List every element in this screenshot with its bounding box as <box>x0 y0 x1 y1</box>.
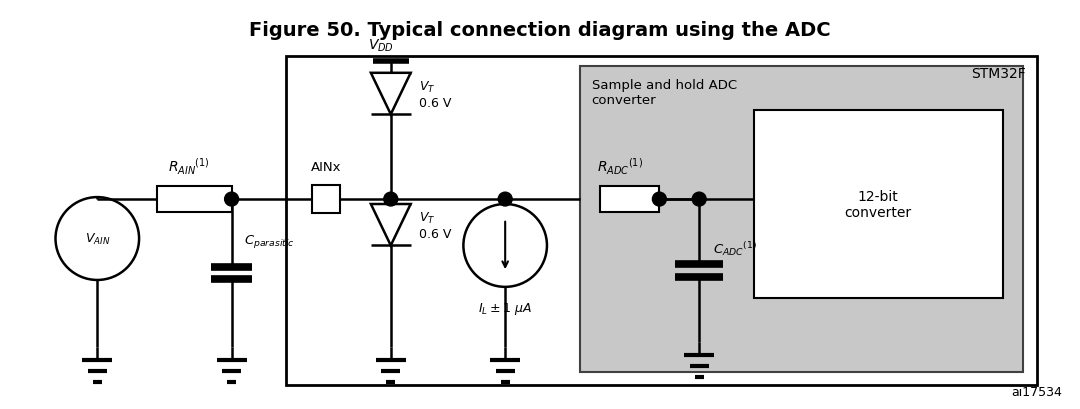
Text: $I_L\pm1\ \mu A$: $I_L\pm1\ \mu A$ <box>478 300 532 316</box>
Circle shape <box>55 198 139 280</box>
Circle shape <box>383 193 397 207</box>
Polygon shape <box>370 74 410 115</box>
Bar <box>286 57 1038 384</box>
Text: $C_{parasitic}$: $C_{parasitic}$ <box>243 232 295 249</box>
Text: $C_{ADC}{}^{(1)}$: $C_{ADC}{}^{(1)}$ <box>713 240 757 258</box>
Text: 12-bit
converter: 12-bit converter <box>845 189 912 220</box>
Text: Sample and hold ADC
converter: Sample and hold ADC converter <box>592 79 737 106</box>
Text: STM32F: STM32F <box>971 67 1026 81</box>
Text: $V_T$
0.6 V: $V_T$ 0.6 V <box>419 210 451 240</box>
Text: $V_{AIN}$: $V_{AIN}$ <box>84 231 110 247</box>
Text: $R_{ADC}{}^{(1)}$: $R_{ADC}{}^{(1)}$ <box>596 157 643 177</box>
Text: $V_T$
0.6 V: $V_T$ 0.6 V <box>419 79 451 109</box>
Circle shape <box>652 193 666 207</box>
Text: ai17534: ai17534 <box>1012 385 1063 398</box>
Polygon shape <box>370 204 410 246</box>
Bar <box>312 186 340 213</box>
Circle shape <box>225 193 239 207</box>
Bar <box>754 111 1002 298</box>
Bar <box>580 67 1023 372</box>
Text: $V_{DD}$: $V_{DD}$ <box>368 38 394 54</box>
Circle shape <box>463 204 546 287</box>
Bar <box>599 187 660 212</box>
Text: Figure 50. Typical connection diagram using the ADC: Figure 50. Typical connection diagram us… <box>249 20 831 39</box>
Bar <box>157 187 231 212</box>
Text: AINx: AINx <box>311 161 341 174</box>
Text: $R_{AIN}{}^{(1)}$: $R_{AIN}{}^{(1)}$ <box>168 157 211 177</box>
Circle shape <box>498 193 512 207</box>
Circle shape <box>692 193 706 207</box>
